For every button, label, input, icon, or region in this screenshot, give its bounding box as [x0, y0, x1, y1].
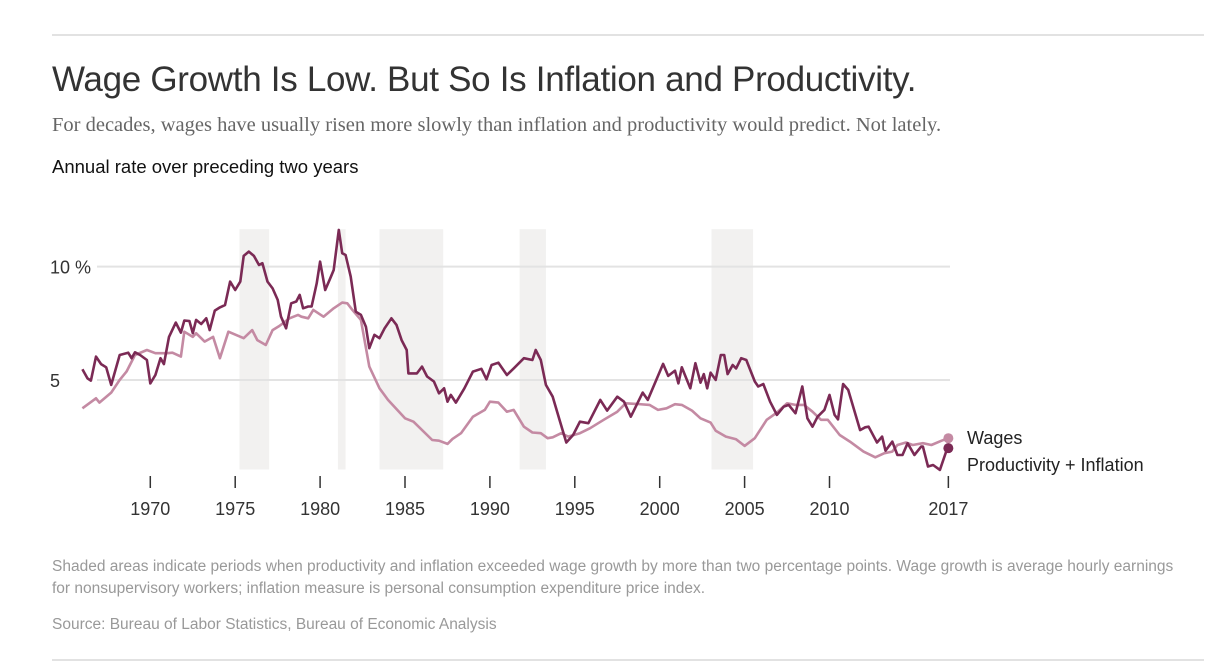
bottom-divider: [52, 659, 1204, 661]
y-tick-label: 10 %: [50, 258, 91, 278]
productivity-inflation-line: [81, 228, 950, 472]
shaded-period: [711, 229, 754, 470]
x-axis: 1970 1975 1980 1985 1990 1995 2000 2005 2010 2017: [130, 476, 968, 519]
chart-title: Wage Growth Is Low. But So Is Inflation …: [52, 60, 917, 99]
x-tick-label: 2000: [640, 499, 680, 519]
legend-label-productivity-inflation: Productivity + Inflation: [967, 455, 1144, 475]
series-lines: [81, 228, 954, 472]
gridlines: [97, 265, 950, 381]
shaded-period: [337, 229, 346, 470]
legend: Wages Productivity + Inflation: [967, 428, 1144, 475]
chart-subtitle: For decades, wages have usually risen mo…: [52, 114, 942, 136]
x-tick-label: 1990: [470, 499, 510, 519]
y-tick-label: 5: [50, 371, 60, 391]
x-tick-label: 1985: [385, 499, 425, 519]
x-tick-label: 1975: [215, 499, 255, 519]
wages-line: [81, 301, 949, 459]
top-divider: [52, 34, 1204, 36]
x-tick-label: 1970: [130, 499, 170, 519]
unit-label: Annual rate over preceding two years: [52, 156, 359, 177]
shaded-period: [239, 229, 270, 470]
x-tick-label: 2010: [809, 499, 849, 519]
x-tick-label: 1995: [555, 499, 595, 519]
y-axis: 10 % 5: [50, 258, 91, 391]
productivity-inflation-end-dot: [943, 443, 954, 454]
x-tick-label: 1980: [300, 499, 340, 519]
footnote: Shaded areas indicate periods when produ…: [52, 558, 1174, 597]
x-tick-label: 2005: [725, 499, 765, 519]
legend-label-wages: Wages: [967, 428, 1022, 448]
wages-end-dot: [943, 433, 954, 444]
shaded-periods: [239, 229, 754, 470]
x-tick-label: 2017: [928, 499, 968, 519]
shaded-period: [379, 229, 444, 470]
shaded-period: [519, 229, 546, 470]
source-note: Source: Bureau of Labor Statistics, Bure…: [52, 616, 497, 633]
